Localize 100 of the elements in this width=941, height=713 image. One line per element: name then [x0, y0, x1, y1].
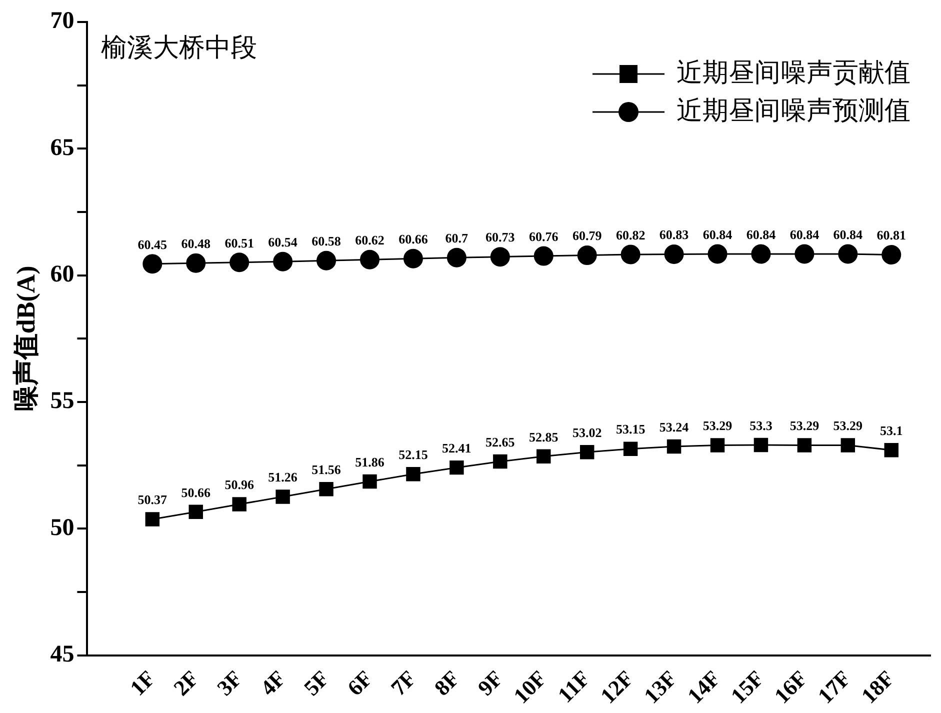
point: [403, 248, 423, 268]
point: [230, 252, 250, 272]
data-label: 60.84: [746, 226, 776, 242]
x-tick-label: 16F: [769, 665, 812, 708]
point: [580, 445, 594, 460]
point: [536, 449, 551, 464]
point: [276, 490, 290, 504]
legend-label: 近期昼间噪声贡献值: [676, 58, 910, 88]
data-label: 60.62: [355, 232, 384, 248]
data-label: 51.86: [355, 454, 385, 470]
x-tick-label: 5F: [298, 665, 334, 700]
data-label: 53.1: [880, 422, 903, 438]
point: [406, 467, 420, 482]
y-tick-label: 45: [50, 641, 74, 668]
data-label: 50.37: [138, 492, 168, 508]
data-label: 60.79: [572, 228, 602, 244]
point: [577, 246, 597, 266]
point: [362, 474, 377, 489]
x-tick-label: 4F: [255, 665, 290, 700]
point: [273, 252, 293, 272]
data-label: 53.29: [833, 418, 864, 434]
data-label: 52.15: [398, 447, 428, 462]
data-label: 60.73: [486, 230, 516, 245]
annotation: 榆溪大桥中段: [101, 32, 258, 63]
point: [450, 460, 464, 475]
data-label: 60.54: [268, 234, 298, 250]
y-tick-label: 50: [50, 514, 74, 541]
point: [751, 244, 771, 264]
point: [710, 438, 725, 452]
point: [446, 248, 466, 268]
point: [186, 253, 206, 273]
y-tick-label: 55: [50, 388, 74, 414]
x-tick-label: 18F: [856, 665, 899, 708]
data-label: 60.58: [312, 233, 342, 248]
point: [620, 244, 640, 264]
data-label: 52.65: [486, 434, 516, 450]
x-tick-label: 1F: [124, 665, 160, 700]
data-label: 60.48: [181, 236, 211, 252]
data-label: 60.84: [833, 226, 864, 242]
x-tick-label: 7F: [386, 665, 421, 700]
point: [708, 244, 728, 264]
point: [838, 244, 858, 264]
point: [664, 244, 684, 264]
point: [797, 438, 812, 452]
data-label: 53.3: [750, 418, 773, 433]
point: [142, 254, 162, 274]
point: [490, 247, 510, 267]
data-label: 60.45: [138, 236, 168, 252]
data-label: 60.66: [398, 231, 428, 246]
x-tick-label: 11F: [552, 665, 595, 708]
data-label: 51.26: [268, 470, 298, 485]
point: [534, 246, 554, 266]
data-label: 53.15: [616, 422, 646, 437]
x-tick-label: 12F: [595, 665, 638, 708]
data-label: 50.96: [224, 477, 254, 492]
data-label: 52.85: [529, 429, 559, 444]
y-tick-label: 70: [50, 8, 74, 34]
x-tick-label: 2F: [168, 665, 204, 700]
point: [666, 439, 682, 454]
data-label: 53.29: [790, 418, 820, 434]
y-axis-title: 噪声值dB(A): [11, 266, 40, 412]
point: [316, 250, 336, 270]
x-tick-label: 6F: [342, 665, 378, 700]
point: [794, 244, 814, 264]
point: [623, 442, 638, 456]
x-tick-label: 17F: [812, 665, 856, 708]
data-label: 60.84: [790, 226, 820, 242]
data-label: 53.24: [659, 419, 690, 434]
x-tick-label: 14F: [682, 665, 726, 708]
data-label: 60.83: [659, 227, 690, 242]
data-label: 60.81: [876, 228, 906, 243]
y-tick-label: 65: [50, 134, 74, 161]
point: [145, 512, 160, 526]
data-label: 60.7: [445, 230, 469, 246]
point: [884, 442, 898, 458]
point: [754, 438, 768, 452]
data-label: 53.02: [572, 424, 602, 440]
point: [319, 482, 334, 496]
data-label: 60.51: [224, 235, 254, 250]
data-label: 60.82: [616, 227, 646, 242]
x-tick-label: 8F: [429, 665, 464, 700]
legend-label: 近期昼间噪声预测值: [676, 96, 910, 126]
x-tick-label: 3F: [212, 665, 247, 700]
data-label: 53.29: [702, 418, 733, 434]
point: [840, 438, 856, 452]
data-label: 60.76: [529, 228, 559, 244]
data-label: 50.66: [181, 484, 211, 500]
x-tick-label: 10F: [508, 665, 552, 708]
point: [188, 504, 203, 520]
point: [360, 250, 380, 270]
y-tick-label: 60: [50, 262, 74, 288]
data-label: 52.41: [442, 440, 472, 456]
data-label: 51.56: [312, 462, 342, 477]
point: [493, 454, 508, 469]
x-tick-label: 13F: [638, 665, 682, 708]
x-tick-label: 9F: [472, 665, 508, 700]
x-tick-label: 15F: [726, 665, 769, 708]
data-label: 60.84: [702, 226, 733, 242]
point: [232, 497, 246, 512]
point: [882, 245, 902, 265]
